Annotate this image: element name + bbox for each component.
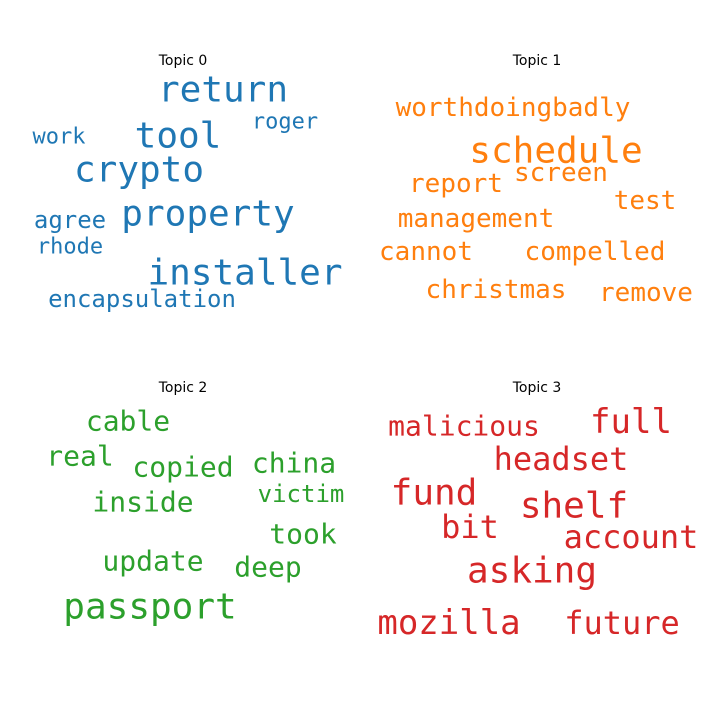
topic-2-word-china: china — [252, 447, 336, 480]
topic-1-word-worthdoingbadly: worthdoingbadly — [396, 93, 631, 123]
topic-1-word-test: test — [614, 186, 677, 216]
topic-0-word-return: return — [158, 70, 288, 111]
topic-0-word-agree: agree — [34, 206, 106, 234]
topic-3-word-future: future — [564, 604, 680, 642]
topic-3-word-full: full — [590, 402, 672, 442]
topic-1-word-remove: remove — [599, 278, 693, 308]
topic-1-word-christmas: christmas — [426, 275, 567, 305]
topic-3-word-malicious: malicious — [388, 410, 540, 443]
topic-2-word-took: took — [269, 518, 337, 551]
topic-3-word-account: account — [564, 518, 699, 556]
topic-1-word-management: management — [398, 204, 555, 234]
topic-1-title: Topic 1 — [512, 53, 562, 69]
topic-2-word-deep: deep — [234, 551, 301, 584]
topic-0-word-tool: tool — [135, 116, 222, 157]
topic-0-word-rhode: rhode — [37, 235, 103, 260]
topic-0-word-encapsulation: encapsulation — [48, 285, 236, 313]
topic-2-word-real: real — [46, 440, 113, 473]
topic-3-title: Topic 3 — [512, 380, 562, 396]
topic-3-word-fund: fund — [391, 473, 478, 514]
topic-0-word-roger: roger — [252, 110, 318, 135]
topic-3-word-shelf: shelf — [520, 486, 628, 527]
topic-2-word-update: update — [102, 545, 203, 578]
topic-2-word-inside: inside — [92, 486, 193, 519]
topic-0-word-property: property — [121, 194, 294, 235]
topic-0-word-crypto: crypto — [74, 150, 204, 191]
topic-2-word-cable: cable — [86, 405, 170, 438]
topic-3-word-bit: bit — [441, 508, 499, 546]
topic-2-word-copied: copied — [132, 451, 233, 484]
topic-0-word-work: work — [33, 125, 86, 150]
topic-0-word-installer: installer — [147, 253, 342, 294]
topic-3-word-asking: asking — [467, 551, 597, 592]
topic-1-word-compelled: compelled — [525, 237, 666, 267]
topic-3-word-headset: headset — [494, 440, 629, 478]
topic-2-word-victim: victim — [258, 480, 345, 508]
topic-1-word-schedule: schedule — [469, 131, 642, 172]
topic-2-word-passport: passport — [63, 587, 236, 628]
topic-3-word-mozilla: mozilla — [377, 603, 520, 643]
topic-1-word-report: report — [409, 169, 503, 199]
topic-1-word-cannot: cannot — [379, 237, 473, 267]
topic-1-word-screen: screen — [514, 158, 608, 188]
topic-2-title: Topic 2 — [158, 380, 208, 396]
topic-0-title: Topic 0 — [158, 53, 208, 69]
